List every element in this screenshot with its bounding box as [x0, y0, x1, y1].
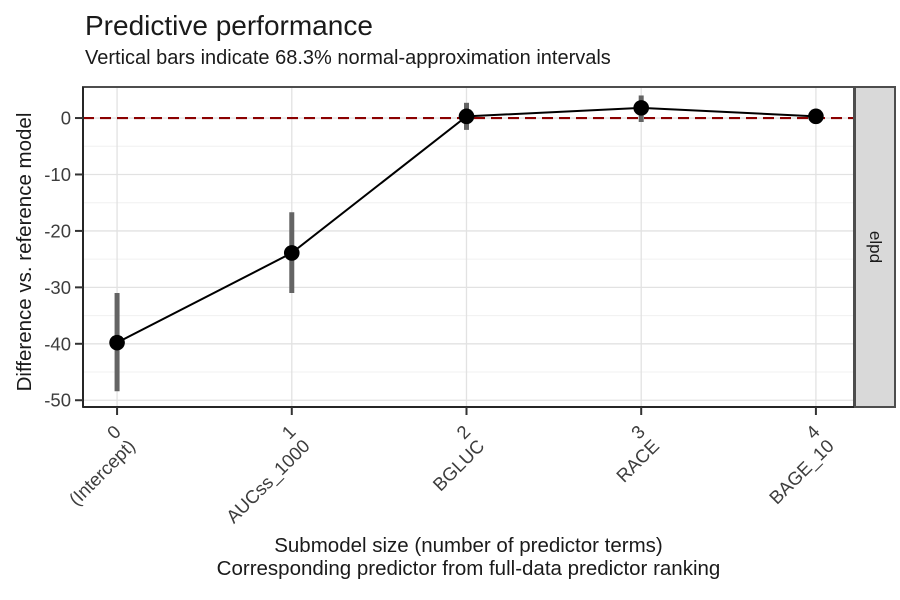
y-tick-label: 0 — [61, 108, 71, 129]
y-axis-title: Difference vs. reference model — [13, 112, 36, 392]
chart-subtitle: Vertical bars indicate 68.3% normal-appr… — [85, 47, 611, 69]
y-tick-label: -10 — [44, 164, 71, 185]
data-point — [458, 108, 475, 125]
x-tick-label: 0(Intercept) — [50, 421, 139, 510]
panel-background — [83, 87, 854, 407]
data-point — [109, 334, 125, 351]
chart-title: Predictive performance — [85, 10, 373, 41]
facet-strip-label: elpd — [866, 230, 885, 264]
y-tick-label: -20 — [44, 220, 71, 241]
facet-strip: elpd — [854, 86, 896, 408]
x-axis-title: Submodel size (number of predictor terms… — [83, 534, 854, 580]
y-tick-label: -40 — [44, 333, 71, 354]
data-point — [808, 108, 824, 125]
x-tick-label: 1AUCss_1000 — [208, 421, 315, 528]
x-tick-label: 2BGLUC — [414, 421, 488, 495]
y-tick-label: -50 — [44, 390, 71, 411]
x-tick-label: 3RACE — [598, 421, 663, 486]
x-axis-title-line2: Corresponding predictor from full-data p… — [216, 557, 721, 580]
x-tick-label: 4BAGE_10 — [751, 421, 839, 509]
data-point — [633, 100, 650, 116]
x-axis-title-line1: Submodel size (number of predictor terms… — [274, 534, 663, 557]
y-tick-label: -30 — [44, 277, 71, 298]
data-point — [283, 245, 300, 261]
